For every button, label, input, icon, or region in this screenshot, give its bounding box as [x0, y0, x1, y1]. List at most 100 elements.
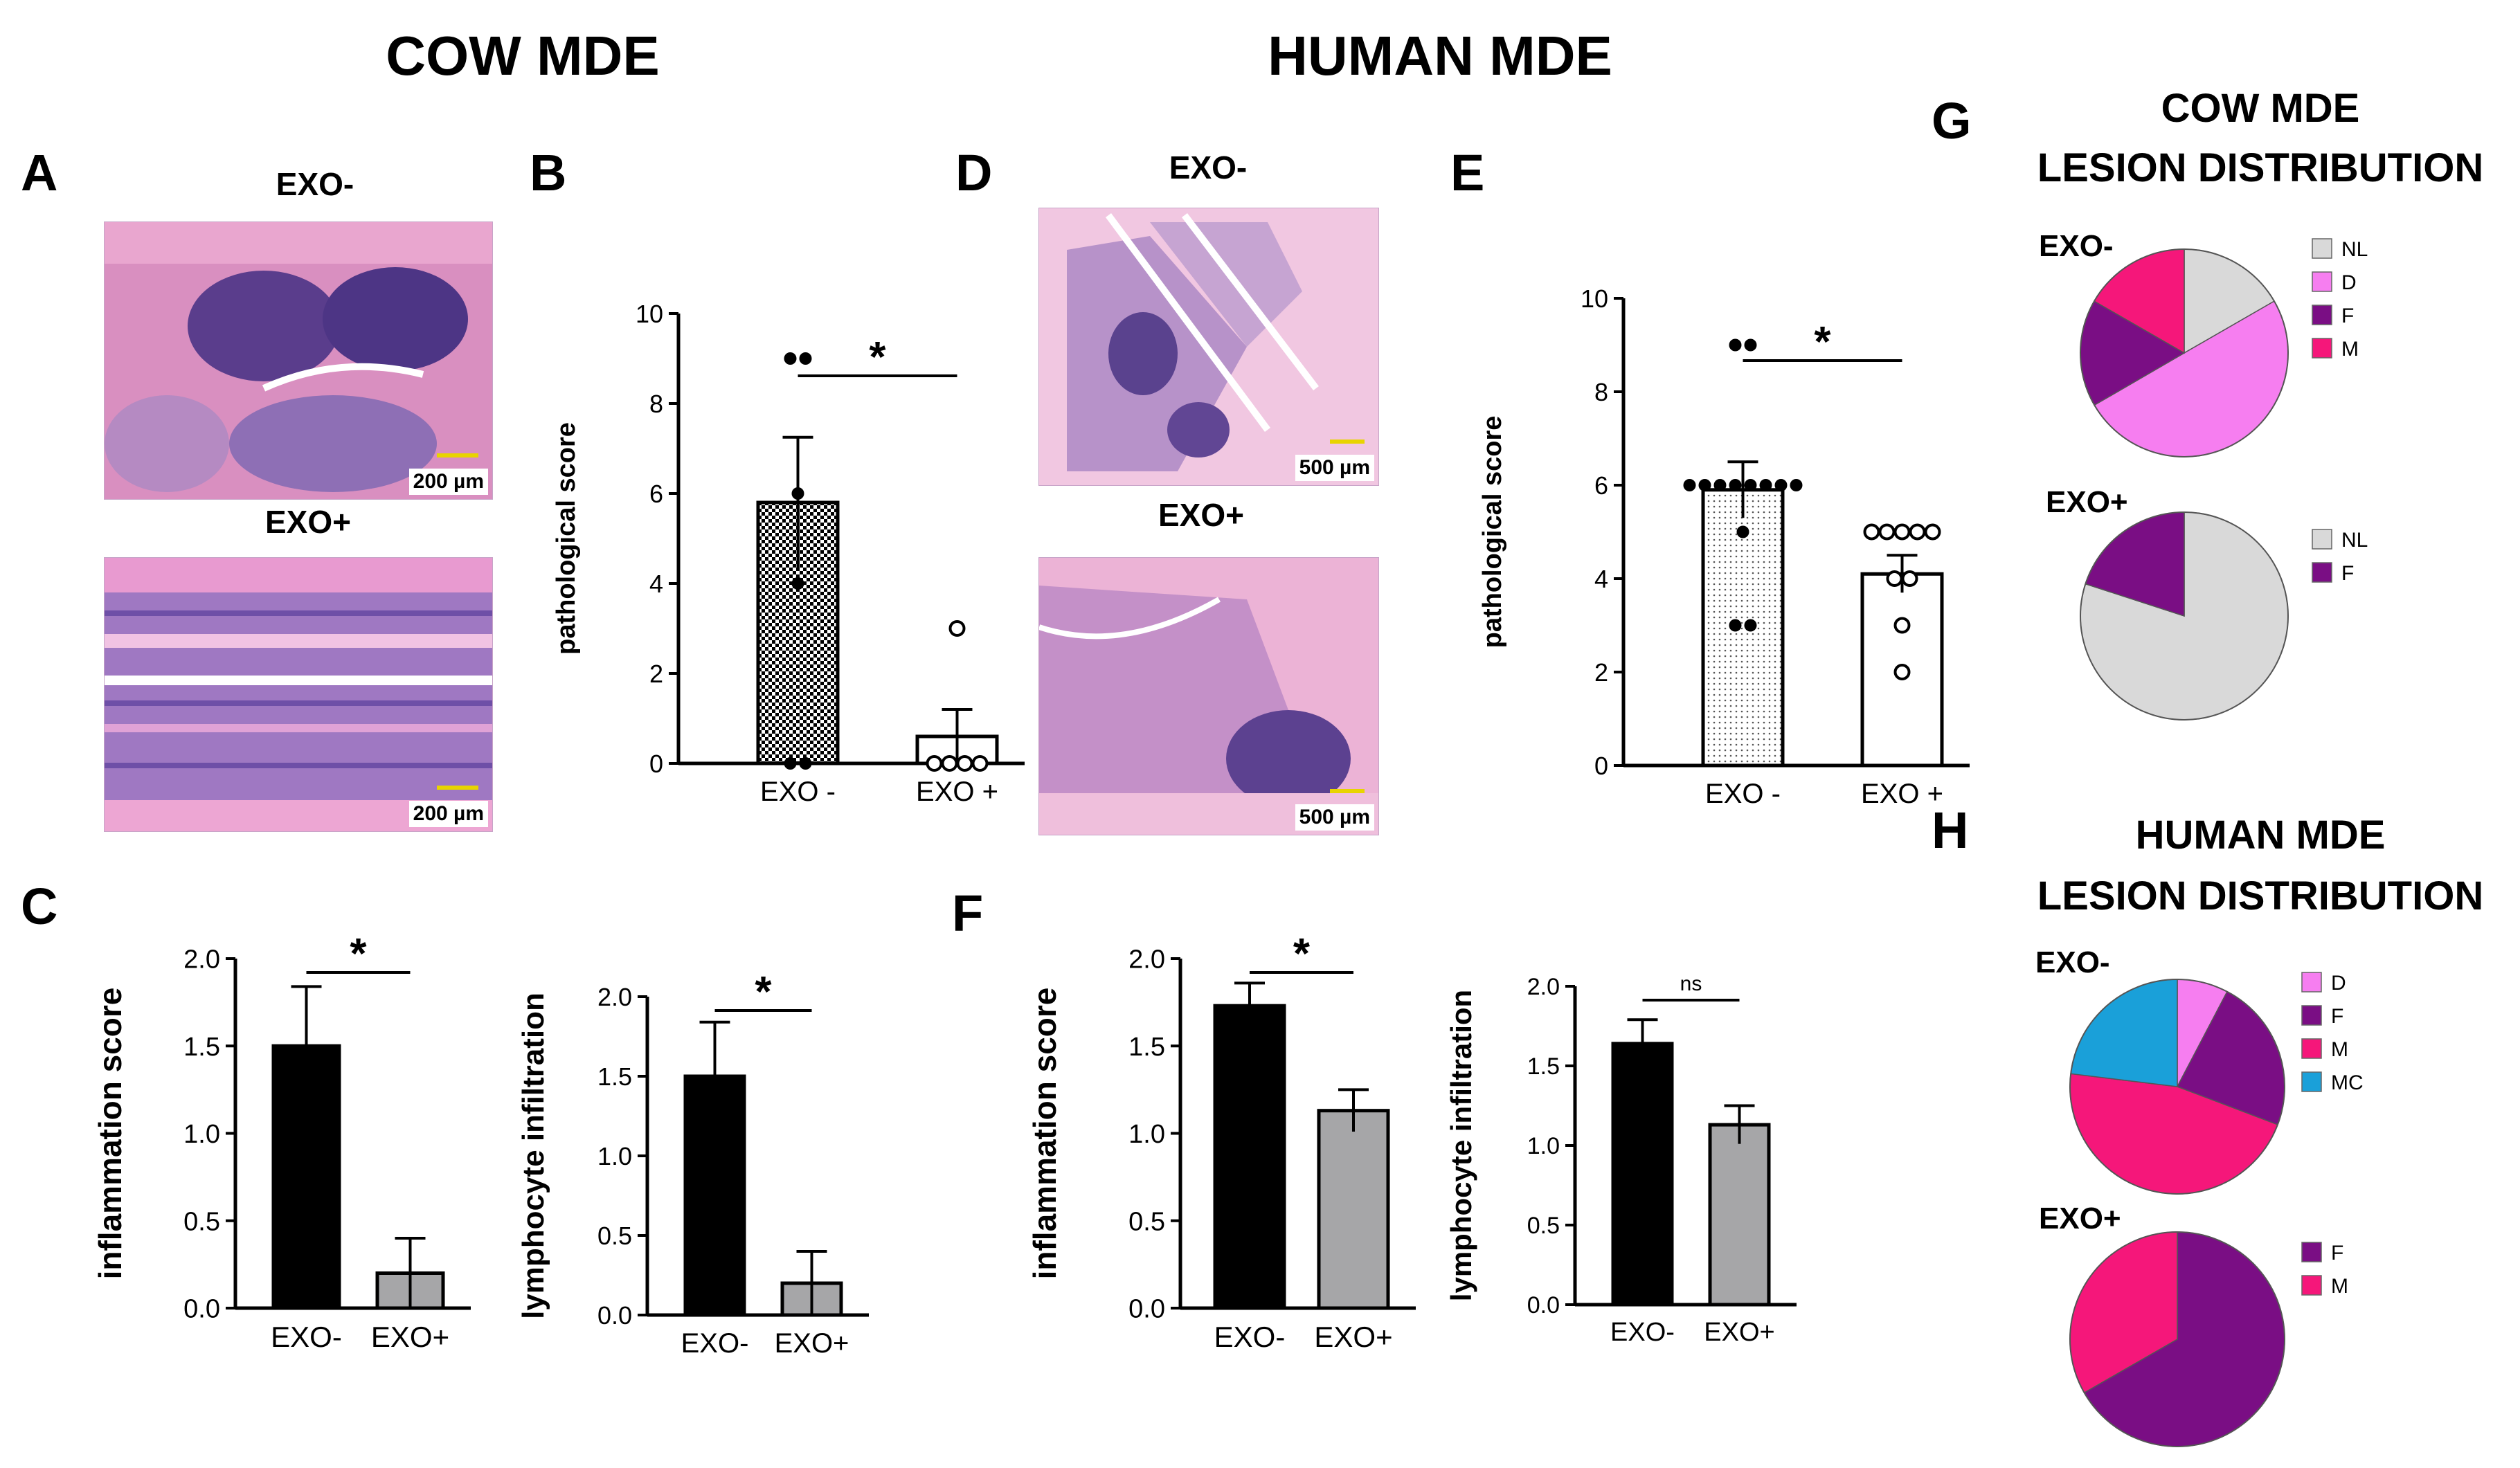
- data-point: [1863, 523, 1880, 541]
- y-axis-label: pathological score: [552, 422, 581, 655]
- chart-e-pathological-score-human: 0 2 4 6 8 10 pathological score EXO - EXO + *: [1478, 284, 1970, 809]
- legend-label-m: M: [2341, 338, 2359, 361]
- data-point: [784, 352, 797, 365]
- y-tick-label: 2.0: [1527, 974, 1560, 1000]
- y-tick-label: 1.5: [597, 1062, 632, 1091]
- legend-swatch-nl: [2312, 238, 2332, 259]
- title-human-lesion-1: HUMAN MDE: [2136, 813, 2386, 858]
- title-human-lesion-2: LESION DISTRIBUTION: [2037, 873, 2483, 918]
- y-tick-label: 0.5: [1527, 1213, 1560, 1239]
- y-tick-label: 1.0: [183, 1120, 220, 1149]
- chart-f-lymphocyte-human: 0.0 0.5 1.0 1.5 2.0 lymphocyte infiltration EX…: [1445, 972, 1797, 1347]
- data-point: [971, 755, 989, 772]
- x-tick-label: EXO+: [775, 1328, 849, 1359]
- data-point: [1790, 479, 1803, 491]
- y-tick-label: 1.0: [597, 1142, 632, 1170]
- y-tick-label: 2.0: [1128, 945, 1165, 975]
- y-tick-label: 2: [649, 660, 663, 688]
- title-cow-lesion-2: LESION DISTRIBUTION: [2037, 145, 2483, 190]
- x-tick-label: EXO -: [1705, 779, 1781, 809]
- scale-label-cow-exo-neg: 200 µm: [408, 469, 488, 495]
- legend-swatch-d: [2312, 271, 2332, 292]
- data-point: [1774, 479, 1788, 491]
- chart-h-pie-exo-pos: EXO+ FM: [2039, 1202, 2348, 1447]
- y-tick-label: 10: [1581, 284, 1608, 313]
- panel-letter-c: C: [21, 878, 57, 935]
- y-tick-label: 6: [649, 480, 663, 508]
- scale-label-human-exo-neg: 500 µm: [1295, 455, 1374, 481]
- data-point: [956, 755, 973, 772]
- significance-label: *: [1814, 318, 1831, 366]
- data-point: [1878, 523, 1896, 541]
- data-point: [799, 757, 812, 770]
- chart-g-pie-exo-pos: EXO+ NL F: [2046, 485, 2368, 721]
- pie-slice-mc: [2070, 979, 2178, 1087]
- y-tick-label: 1.0: [1527, 1133, 1560, 1159]
- y-tick-label: 0.0: [183, 1295, 220, 1324]
- x-tick-label: EXO-: [681, 1328, 749, 1359]
- pie-outline: [2069, 1231, 2285, 1447]
- panel-letter-a: A: [21, 144, 57, 201]
- label-cow-exo-pos: EXO+: [265, 504, 351, 540]
- bar-exo-neg: [1213, 1004, 1286, 1310]
- chart-c-inflammation-cow: 0.0 0.5 1.0 1.5 2.0 inflammation score EXO- EXO…: [92, 930, 471, 1353]
- chart-c-lymphocyte-cow: 0.0 0.5 1.0 1.5 2.0 lymphocyte infiltration EX…: [516, 968, 869, 1359]
- x-tick-label: EXO-: [1214, 1321, 1286, 1353]
- data-point: [926, 755, 943, 772]
- data-point: [1729, 619, 1742, 632]
- x-tick-label: EXO-: [271, 1321, 342, 1353]
- panel-letter-d: D: [955, 144, 992, 201]
- pie-outline: [2080, 511, 2289, 721]
- legend-swatch-m: [2301, 1275, 2322, 1296]
- y-tick-label: 2.0: [597, 983, 632, 1011]
- data-point: [1893, 664, 1911, 680]
- pie-group-label: EXO-: [2035, 945, 2110, 979]
- chart-b-pathological-score-cow: 0 2 4 6 8 10 pathological score EXO - EXO + *: [552, 300, 1025, 807]
- pie-outline: [2080, 248, 2289, 457]
- histology-image-human-exo-neg: 500 µm: [1038, 208, 1379, 486]
- data-point: [791, 487, 804, 500]
- data-point: [1924, 523, 1941, 541]
- y-axis-label: pathological score: [1478, 416, 1507, 649]
- legend-swatch-m: [2312, 338, 2332, 359]
- panel-letter-h: H: [1932, 801, 1968, 859]
- y-tick-label: 1.5: [1128, 1033, 1165, 1062]
- data-point: [1744, 479, 1757, 491]
- data-point: [1893, 617, 1911, 634]
- y-tick-label: 0.0: [1527, 1292, 1560, 1319]
- label-human-exo-neg: EXO-: [1169, 149, 1247, 185]
- data-point: [1909, 523, 1926, 541]
- x-tick-label: EXO -: [760, 777, 836, 807]
- data-point: [1713, 479, 1727, 491]
- legend-label-f: F: [2341, 562, 2354, 585]
- data-point: [1759, 479, 1772, 491]
- y-tick-label: 0.0: [1128, 1295, 1165, 1324]
- y-tick-label: 0.0: [597, 1301, 632, 1330]
- data-point: [1744, 338, 1757, 352]
- y-tick-label: 6: [1594, 471, 1608, 500]
- panel-letter-b: B: [530, 144, 566, 201]
- y-tick-label: 8: [1594, 378, 1608, 406]
- y-tick-label: 0.5: [1128, 1207, 1165, 1236]
- y-axis-label: inflammation score: [1027, 988, 1063, 1280]
- data-point: [1698, 479, 1711, 491]
- y-tick-label: 1.5: [1527, 1053, 1560, 1080]
- panel-letter-f: F: [952, 885, 983, 942]
- pie-group-label: EXO+: [2046, 485, 2128, 519]
- panel-letter-e: E: [1450, 144, 1484, 201]
- y-tick-label: 0.5: [183, 1207, 220, 1236]
- title-cow-mde: COW MDE: [386, 25, 660, 87]
- significance-label: *: [755, 968, 772, 1016]
- pie-outline: [2069, 979, 2285, 1195]
- x-tick-label: EXO+: [1704, 1318, 1774, 1347]
- y-tick-label: 10: [636, 300, 663, 328]
- data-point: [1729, 338, 1742, 352]
- data-point: [1729, 479, 1742, 491]
- scale-label-cow-exo-pos: 200 µm: [408, 801, 488, 827]
- data-point: [1736, 525, 1749, 538]
- y-tick-label: 8: [649, 390, 663, 418]
- title-human-mde: HUMAN MDE: [1268, 25, 1612, 87]
- legend-swatch-mc: [2301, 1071, 2322, 1092]
- legend-swatch-f: [2301, 1005, 2322, 1026]
- data-point: [1886, 570, 1903, 587]
